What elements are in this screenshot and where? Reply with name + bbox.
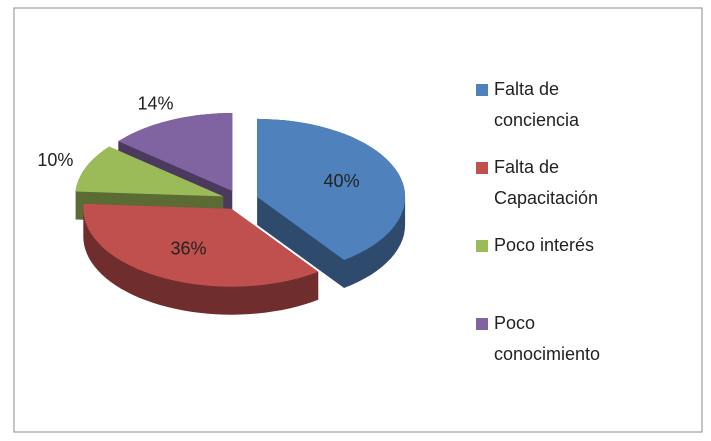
legend-label: Poco interés — [494, 235, 594, 255]
data-label: 10% — [37, 150, 73, 170]
legend-swatch — [476, 318, 488, 330]
legend-label: Poco conocimiento — [494, 313, 600, 364]
data-label: 40% — [324, 171, 360, 191]
legend-swatch — [476, 240, 488, 252]
data-label: 14% — [137, 94, 173, 114]
slice — [118, 113, 233, 191]
data-label: 36% — [171, 238, 207, 258]
slice — [257, 118, 406, 261]
slice — [83, 203, 319, 287]
legend-label: Falta de conciencia — [494, 79, 580, 130]
slice — [75, 146, 224, 197]
legend-swatch — [476, 84, 488, 96]
legend-swatch — [476, 162, 488, 174]
legend-label: Falta de Capacitación — [494, 157, 598, 208]
